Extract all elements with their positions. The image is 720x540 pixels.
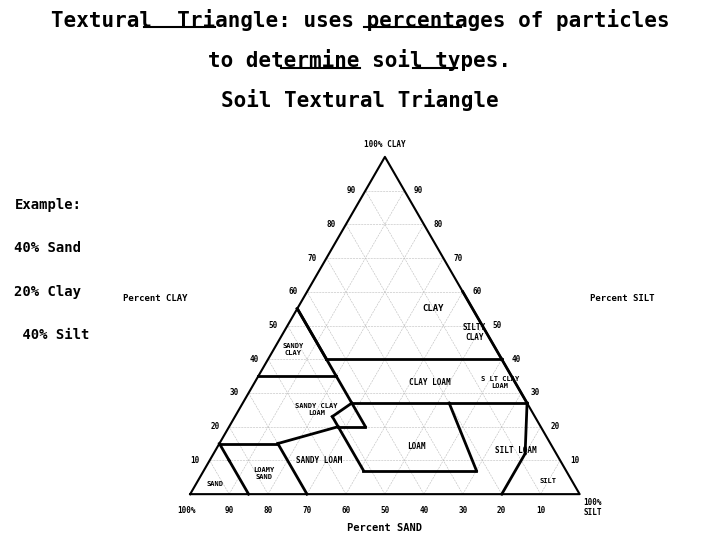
Text: 40% Silt: 40% Silt (14, 328, 90, 342)
Text: 70: 70 (453, 254, 462, 262)
Text: SAND: SAND (207, 481, 224, 487)
Text: CLAY LOAM: CLAY LOAM (409, 379, 451, 387)
Text: 10: 10 (536, 506, 545, 515)
Text: S LT CLAY
LOAM: S LT CLAY LOAM (481, 376, 519, 389)
Text: LOAM: LOAM (407, 442, 426, 451)
Text: 100%
SILT: 100% SILT (583, 498, 602, 517)
Text: SILT: SILT (540, 478, 557, 484)
Text: Percent SAND: Percent SAND (348, 523, 423, 534)
Text: Textural  Triangle: uses percentages of particles: Textural Triangle: uses percentages of p… (50, 9, 670, 31)
Text: SILT LOAM: SILT LOAM (495, 446, 536, 455)
Text: 60: 60 (341, 506, 351, 515)
Text: 20: 20 (210, 422, 220, 431)
Text: 30: 30 (230, 388, 239, 397)
Text: 10: 10 (191, 456, 200, 465)
Text: 50: 50 (492, 321, 501, 330)
Text: CLAY: CLAY (423, 304, 444, 313)
Text: 80: 80 (433, 220, 443, 229)
Text: 30: 30 (531, 388, 540, 397)
Text: Soil Textural Triangle: Soil Textural Triangle (221, 89, 499, 111)
Text: 100% CLAY: 100% CLAY (364, 140, 405, 149)
Text: 40% Sand: 40% Sand (14, 241, 81, 255)
Text: 80: 80 (327, 220, 336, 229)
Text: Percent SILT: Percent SILT (590, 294, 654, 303)
Text: 90: 90 (225, 506, 234, 515)
Text: 20: 20 (497, 506, 506, 515)
Text: 100%: 100% (177, 506, 196, 515)
Text: 90: 90 (414, 186, 423, 195)
Text: SANDY CLAY
LOAM: SANDY CLAY LOAM (295, 403, 338, 416)
Text: 70: 70 (307, 254, 317, 262)
Text: 40: 40 (419, 506, 428, 515)
Text: 90: 90 (346, 186, 356, 195)
Text: 40: 40 (249, 355, 258, 364)
Text: Example:: Example: (14, 198, 81, 212)
Text: 80: 80 (264, 506, 273, 515)
Text: 60: 60 (472, 287, 482, 296)
Text: 20: 20 (550, 422, 559, 431)
Text: SILTY
CLAY: SILTY CLAY (463, 322, 486, 342)
Text: SANDY
CLAY: SANDY CLAY (283, 342, 304, 356)
Text: 30: 30 (458, 506, 467, 515)
Text: 40: 40 (511, 355, 521, 364)
Text: 50: 50 (380, 506, 390, 515)
Text: 60: 60 (288, 287, 297, 296)
Text: 50: 50 (269, 321, 278, 330)
Text: 10: 10 (570, 456, 579, 465)
Text: Percent CLAY: Percent CLAY (123, 294, 187, 303)
Text: 70: 70 (302, 506, 312, 515)
Text: LOAMY
SAND: LOAMY SAND (253, 468, 275, 481)
Text: 20% Clay: 20% Clay (14, 285, 81, 299)
Text: SANDY LOAM: SANDY LOAM (296, 456, 342, 465)
Text: to determine soil types.: to determine soil types. (209, 49, 511, 71)
